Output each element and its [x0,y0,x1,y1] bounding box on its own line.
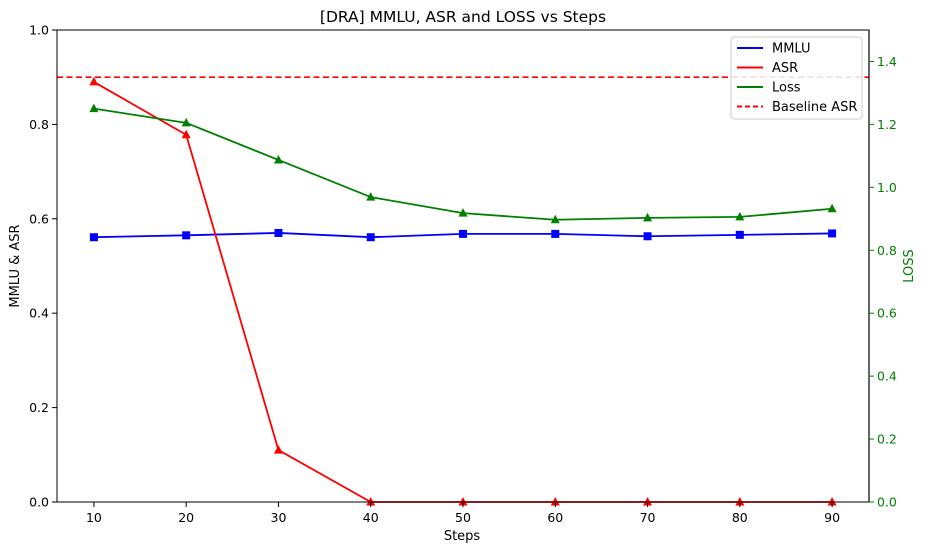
mmlu-point [551,229,560,238]
mmlu-point [828,229,837,238]
loss-point [273,154,283,164]
y2-tick-label: 0.6 [877,306,897,321]
x-tick-label: 60 [547,510,563,525]
y2-tick-label: 0.0 [877,495,897,510]
asr-point [643,497,653,506]
asr-series-line [93,81,833,503]
y2-tick-label: 1.4 [877,54,897,69]
left-axis-title: MMLU & ASR [8,224,23,307]
asr-point [735,497,745,506]
axes: 10 20 30 40 50 60 70 80 90 0.0 0.2 0.4 0.6 0.8 1.0 0.0 0… [29,23,897,526]
mmlu-point [459,229,467,238]
y-tick-label: 0.4 [29,306,49,321]
loss-point [827,203,837,213]
loss-series-line [93,107,833,221]
loss-point [550,214,560,224]
loss-point [366,192,376,201]
y2-tick-label: 1.0 [877,180,897,195]
legend-label: ASR [772,61,798,76]
asr-point [181,129,191,139]
legend-label: Baseline ASR [772,100,857,115]
mmlu-point [643,232,652,241]
x-tick-label: 70 [640,510,656,525]
chart-title: [DRA] MMLU, ASR and LOSS vs Steps [320,8,606,26]
y-tick-label: 0.2 [29,400,49,415]
mmlu-point [274,228,283,237]
loss-point [735,211,745,221]
y-tick-label: 0.0 [29,495,49,510]
y-tick-label: 0.8 [29,117,49,132]
mmlu-point [89,233,98,242]
x-tick-label: 10 [86,510,102,525]
legend-box [730,36,863,120]
mmlu-point [182,231,191,240]
legend-label: Loss [772,81,801,96]
legend: MMLU ASR Loss Baseline ASR [730,36,863,120]
loss-point [89,103,99,113]
loss-point [181,117,191,127]
x-tick-label: 40 [363,510,379,525]
y2-tick-label: 0.8 [877,243,897,258]
mmlu-point [366,233,375,242]
asr-point [89,76,99,86]
legend-label: MMLU [772,42,811,57]
x-tick-label: 50 [455,510,471,525]
asr-point [366,497,376,506]
asr-point [458,497,468,506]
loss-point [643,212,653,222]
y-tick-label: 1.0 [29,23,49,38]
plot-area [57,76,869,506]
x-tick-label: 30 [271,510,287,525]
x-tick-label: 90 [824,510,840,525]
right-axis-title: LOSS [902,249,917,283]
y-tick-label: 0.6 [29,211,49,226]
mmlu-point [735,230,744,239]
loss-point [458,208,468,217]
asr-point [550,497,560,506]
x-tick-label: 80 [732,510,748,525]
asr-point [827,497,837,506]
y2-tick-label: 1.2 [877,117,897,132]
x-tick-label: 20 [178,510,194,525]
y2-tick-label: 0.4 [877,369,897,384]
y2-tick-label: 0.2 [877,432,897,447]
x-axis-title: Steps [444,529,481,544]
asr-point [273,445,283,454]
